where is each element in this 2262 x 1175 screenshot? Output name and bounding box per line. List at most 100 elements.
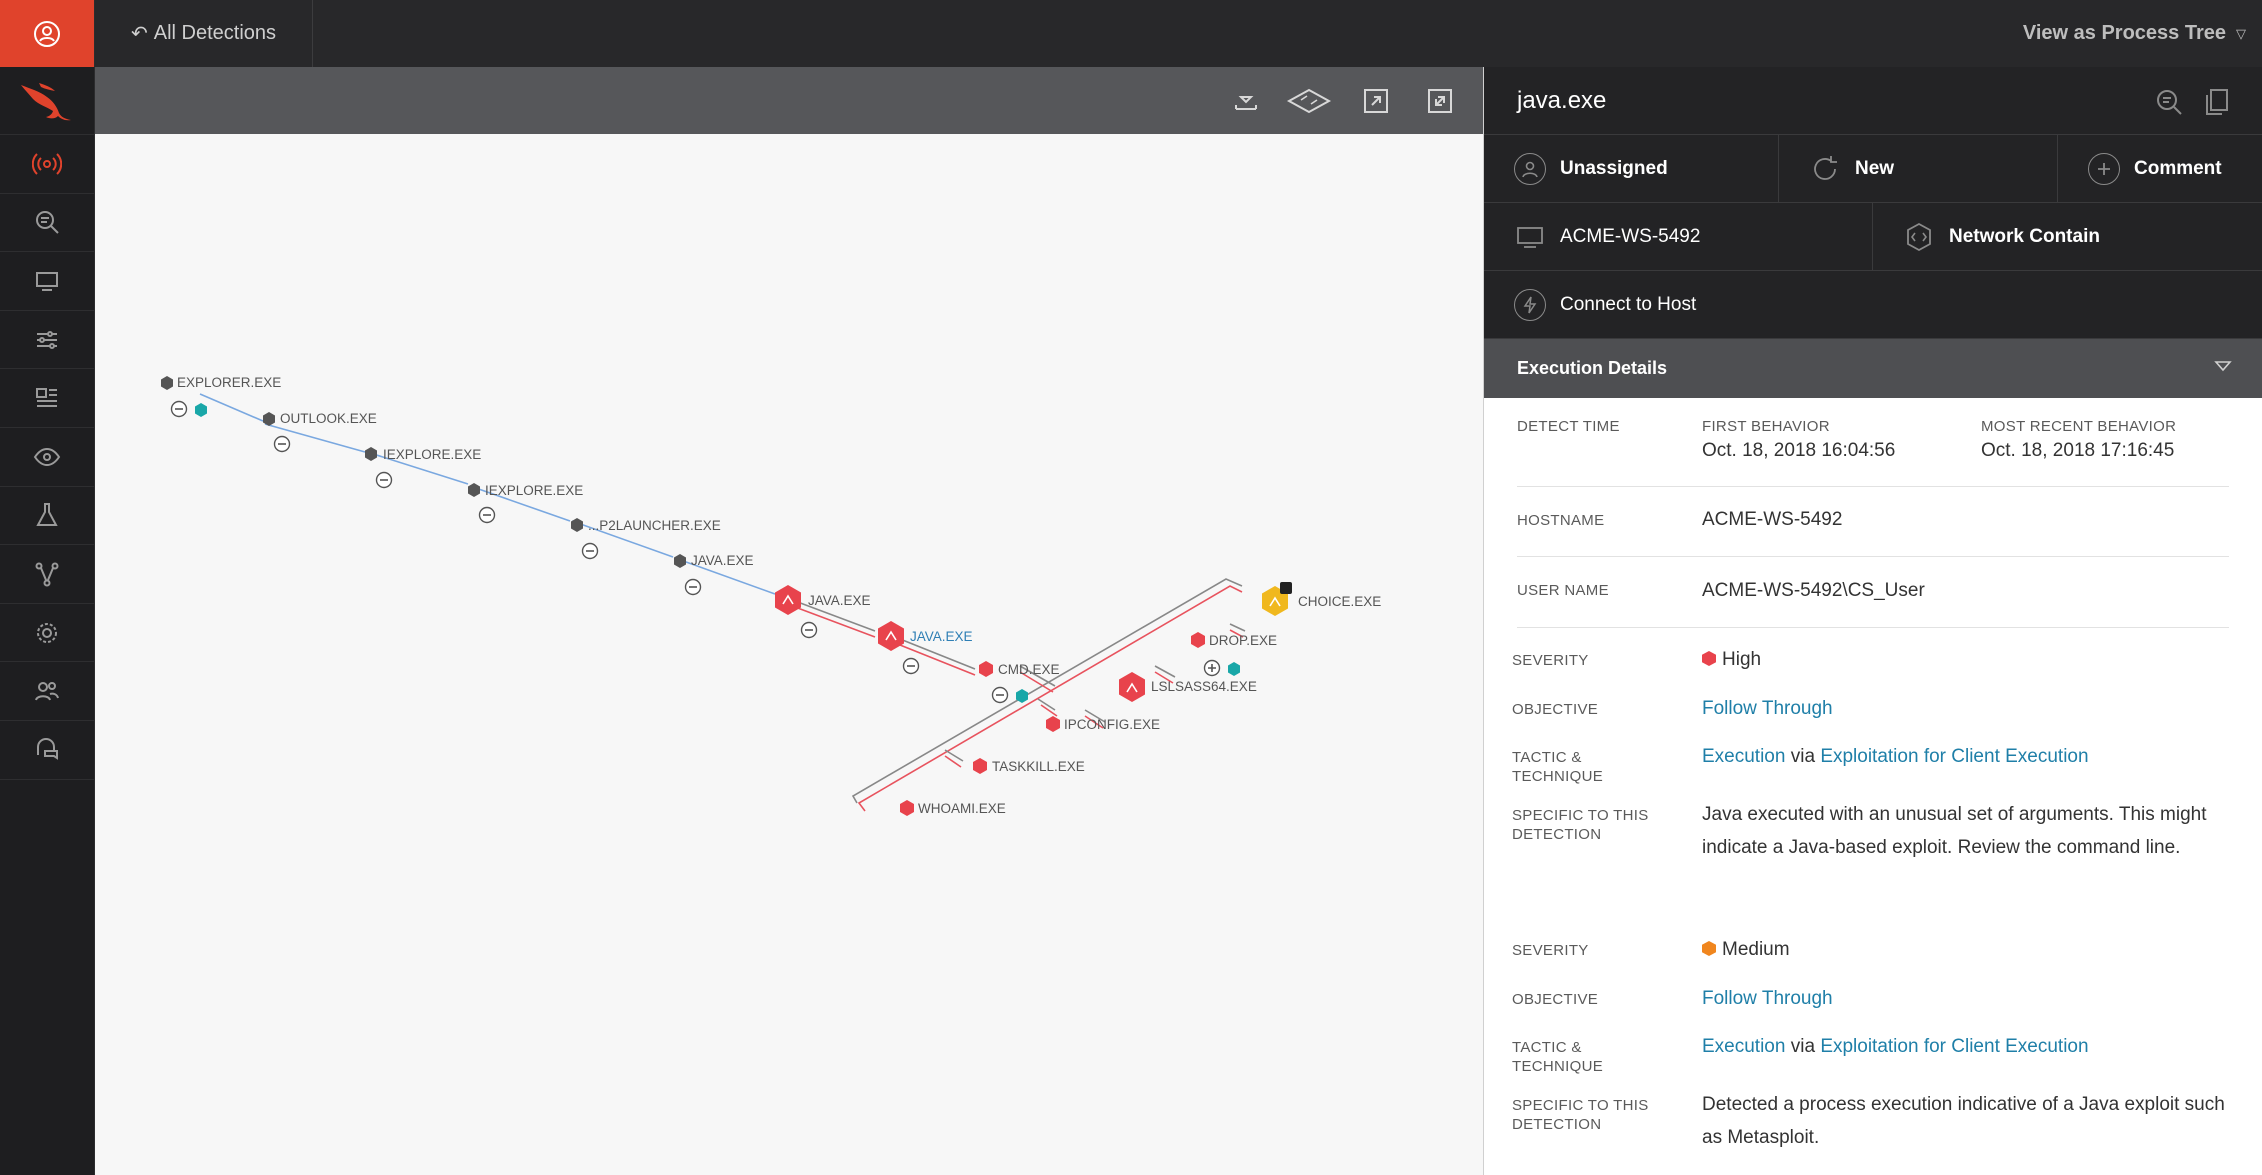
process-node[interactable]: JAVA.EXE bbox=[775, 585, 871, 639]
layers-icon bbox=[1286, 88, 1332, 114]
connect-to-host-button[interactable]: Connect to Host bbox=[1484, 271, 2262, 338]
nav-spotlight[interactable] bbox=[0, 487, 94, 546]
layout-toggle-button[interactable] bbox=[1285, 81, 1333, 121]
status-button[interactable]: New bbox=[1779, 135, 2058, 202]
node-label: LSLSASS64.EXE bbox=[1151, 679, 1257, 694]
collapse-button[interactable] bbox=[1420, 81, 1460, 121]
technique-link[interactable]: Exploitation for Client Execution bbox=[1820, 746, 2089, 767]
severity-text: High bbox=[1722, 649, 1762, 670]
users-icon bbox=[35, 682, 59, 701]
graph-nodes-icon bbox=[35, 562, 59, 587]
objective-label: OBJECTIVE bbox=[1512, 701, 1599, 718]
nav-users[interactable] bbox=[0, 662, 94, 721]
nav-discover[interactable] bbox=[0, 428, 94, 487]
process-node[interactable]: EXPLORER.EXE bbox=[161, 375, 281, 418]
comment-button[interactable]: Comment bbox=[2058, 135, 2262, 202]
divider bbox=[1517, 486, 2229, 487]
nav-investigate[interactable] bbox=[0, 194, 94, 253]
objective-link[interactable]: Follow Through bbox=[1702, 988, 1833, 1009]
network-icon bbox=[1016, 689, 1028, 703]
tactic-label: TACTIC & bbox=[1512, 1039, 1582, 1056]
process-node[interactable]: WHOAMI.EXE bbox=[900, 800, 1006, 816]
nav-settings[interactable] bbox=[0, 604, 94, 663]
back-label: All Detections bbox=[153, 22, 277, 44]
dashboard-icon bbox=[36, 388, 57, 408]
view-as-label: View as Process Tree bbox=[2022, 22, 2226, 44]
process-node[interactable]: OUTLOOK.EXE bbox=[263, 411, 377, 453]
specific-label: SPECIFIC TO THIS bbox=[1512, 1097, 1649, 1114]
assign-button[interactable]: Unassigned bbox=[1484, 135, 1779, 202]
lightning-icon bbox=[1514, 288, 1546, 321]
first-behavior-value: Oct. 18, 2018 16:04:56 bbox=[1702, 440, 1896, 461]
copy-icon[interactable] bbox=[2202, 87, 2232, 117]
activity-radar-icon bbox=[32, 153, 62, 175]
action-row-3: Connect to Host bbox=[1484, 270, 2262, 338]
flask-icon bbox=[36, 503, 58, 527]
tactic-label: TACTIC & bbox=[1512, 749, 1582, 766]
nav-activity[interactable] bbox=[0, 135, 94, 194]
process-title: java.exe bbox=[1517, 86, 1607, 114]
collapse-icon bbox=[1428, 89, 1452, 113]
process-node-selected[interactable]: JAVA.EXE bbox=[878, 621, 973, 675]
view-as-dropdown[interactable]: View as Process Tree ▽ bbox=[2023, 0, 2246, 67]
process-graph[interactable]: EXPLORER.EXE OUTLOOK.EXE IEXPLORE.EXE I bbox=[95, 134, 1483, 1175]
severity-medium-icon bbox=[1702, 941, 1716, 956]
download-button[interactable] bbox=[1226, 81, 1266, 121]
detection-label: DETECTION bbox=[1512, 1116, 1602, 1133]
divider bbox=[1517, 627, 2229, 628]
node-label: DROP.EXE bbox=[1209, 633, 1277, 648]
nav-dashboards[interactable] bbox=[0, 369, 94, 428]
process-node[interactable]: JAVA.EXE bbox=[674, 553, 754, 596]
flag-badge-icon bbox=[1280, 582, 1292, 594]
process-node[interactable]: IEXPLORE.EXE bbox=[365, 447, 481, 489]
search-icon bbox=[36, 211, 59, 235]
detection-label: DETECTION bbox=[1512, 826, 1602, 843]
detail-header: java.exe bbox=[1484, 67, 2262, 134]
search-details-icon[interactable] bbox=[2154, 87, 2184, 117]
process-node[interactable]: CHOICE.EXE bbox=[1262, 582, 1381, 616]
all-detections-back-button[interactable]: ↶ All Detections bbox=[95, 0, 313, 67]
process-node[interactable]: IPCONFIG.EXE bbox=[1046, 716, 1160, 732]
nav-intel[interactable] bbox=[0, 545, 94, 604]
left-nav-rail bbox=[0, 0, 95, 1175]
process-node[interactable]: CMD.EXE bbox=[979, 661, 1060, 704]
user-menu-button[interactable] bbox=[0, 0, 94, 67]
node-label: TASKKILL.EXE bbox=[992, 759, 1085, 774]
nav-hosts[interactable] bbox=[0, 252, 94, 311]
download-icon bbox=[1235, 96, 1257, 110]
username-label: USER NAME bbox=[1517, 582, 1609, 599]
process-node[interactable]: DROP.EXE bbox=[1191, 632, 1277, 648]
process-node[interactable]: IEXPLORE.EXE bbox=[468, 483, 583, 524]
expand-button[interactable] bbox=[1356, 81, 1396, 121]
node-label: IEXPLORE.EXE bbox=[485, 483, 583, 498]
nav-support[interactable] bbox=[0, 721, 94, 780]
hostname-label: HOSTNAME bbox=[1517, 512, 1605, 529]
expand-icon bbox=[1364, 89, 1388, 113]
falcon-logo-icon bbox=[21, 82, 71, 120]
nav-configuration[interactable] bbox=[0, 311, 94, 370]
node-label: CMD.EXE bbox=[998, 662, 1060, 677]
host-button[interactable]: ACME-WS-5492 bbox=[1484, 203, 1873, 270]
support-chat-icon bbox=[37, 737, 58, 760]
network-contain-button[interactable]: Network Contain bbox=[1873, 203, 2262, 270]
process-node[interactable]: ...P2LAUNCHER.EXE bbox=[571, 518, 721, 560]
node-label: CHOICE.EXE bbox=[1298, 594, 1381, 609]
via-text: via bbox=[1790, 746, 1816, 767]
specific-label: SPECIFIC TO THIS bbox=[1512, 807, 1649, 824]
objective-link[interactable]: Follow Through bbox=[1702, 698, 1833, 719]
severity-label: SEVERITY bbox=[1512, 652, 1589, 669]
technique-label: TECHNIQUE bbox=[1512, 1058, 1604, 1075]
add-comment-icon bbox=[2088, 152, 2120, 185]
tactic-link[interactable]: Execution bbox=[1702, 746, 1786, 767]
falcon-logo[interactable] bbox=[0, 67, 94, 135]
process-node[interactable]: LSLSASS64.EXE bbox=[1119, 659, 1257, 703]
tactic-link[interactable]: Execution bbox=[1702, 1036, 1786, 1057]
execution-details-header[interactable]: Execution Details bbox=[1484, 338, 2262, 398]
process-node[interactable]: TASKKILL.EXE bbox=[973, 758, 1085, 774]
via-text: via bbox=[1790, 1036, 1816, 1057]
divider bbox=[1517, 556, 2229, 557]
technique-link[interactable]: Exploitation for Client Execution bbox=[1820, 1036, 2089, 1057]
user-icon bbox=[34, 20, 60, 47]
monitor-icon bbox=[36, 271, 58, 291]
